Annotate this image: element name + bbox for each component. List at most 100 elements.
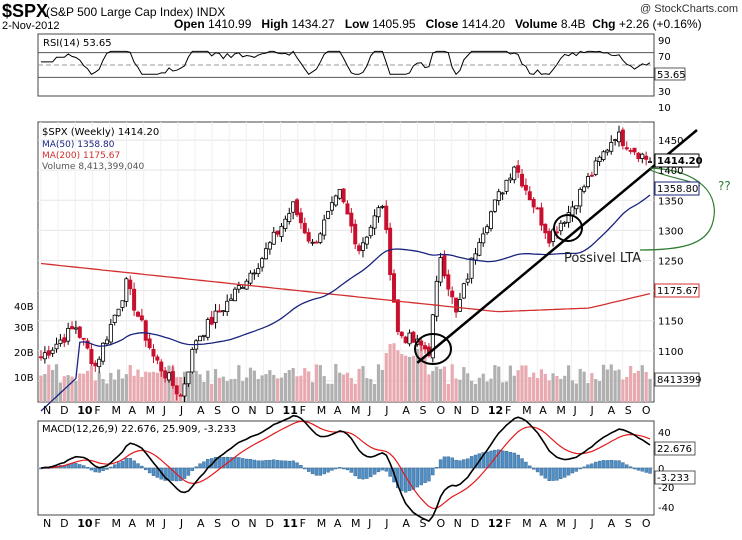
volume-bar: [159, 369, 163, 402]
volume-bar: [477, 377, 481, 402]
volume-bar: [380, 369, 384, 402]
close-tag: 1414.20: [657, 156, 703, 167]
candle-body: [461, 283, 466, 299]
candle-body: [624, 147, 629, 150]
candle-body: [306, 232, 311, 242]
macd-histogram-bar: [516, 454, 520, 469]
candle-body: [508, 177, 513, 181]
candle-body: [104, 339, 109, 345]
volume-bar: [101, 378, 105, 402]
x-axis-label-lower: M: [351, 517, 361, 530]
macd-histogram-bar: [632, 467, 637, 470]
candle-body: [477, 242, 482, 256]
candle-body: [585, 176, 590, 188]
macd-histogram-bar: [504, 450, 509, 469]
candle-body: [547, 230, 552, 244]
macd-histogram-bar: [163, 467, 167, 481]
macd-histogram-bar: [303, 467, 307, 470]
volume-bar: [303, 368, 307, 402]
candle-body: [388, 227, 393, 275]
x-axis-label-lower: M: [111, 517, 121, 530]
x-axis-label-upper: S: [214, 404, 221, 417]
candle-body: [310, 241, 315, 244]
macd-histogram-bar: [330, 467, 334, 471]
x-axis-label-lower: N: [248, 517, 256, 530]
volume-bar: [427, 374, 431, 402]
volume-bar: [163, 376, 167, 402]
candle-body: [174, 385, 179, 395]
volume-bar: [179, 376, 183, 402]
macd-histogram-bar: [345, 467, 350, 471]
macd-histogram-bar: [74, 463, 78, 469]
candle-body: [527, 191, 532, 201]
candle-body: [77, 326, 82, 338]
candle-body: [403, 336, 408, 344]
volume-bar: [508, 365, 512, 402]
macd-histogram-bar: [341, 467, 346, 470]
x-axis-label-lower: J: [590, 517, 594, 530]
volume-bar: [82, 373, 86, 402]
candle-body: [353, 223, 358, 245]
macd-histogram-bar: [609, 460, 613, 469]
volume-bar: [318, 365, 322, 402]
macd-histogram-bar: [625, 464, 629, 469]
macd-histogram-bar: [400, 467, 404, 492]
macd-histogram-bar: [407, 467, 412, 492]
volume-bar: [217, 377, 222, 402]
macd-histogram-bar: [147, 467, 152, 474]
x-axis-label-lower: F: [300, 517, 306, 530]
x-axis-label-upper: M: [522, 404, 532, 417]
volume-bar: [341, 374, 346, 402]
macd-histogram-bar: [531, 467, 536, 470]
volume-bar: [291, 368, 295, 402]
volume-bar: [113, 379, 117, 402]
macd-histogram-bar: [559, 467, 563, 479]
macd-histogram-bar: [318, 467, 323, 476]
candle-body: [496, 191, 501, 202]
x-axis-label-lower: J: [384, 517, 388, 530]
volume-bar: [136, 369, 140, 402]
x-axis-label-upper: 11: [283, 404, 298, 417]
candle-body: [512, 166, 517, 181]
volume-bar: [349, 377, 353, 402]
volume-bar: [248, 367, 253, 402]
candle-body: [531, 199, 536, 208]
macd-value-1: 22.676: [657, 444, 692, 455]
macd-histogram-bar: [272, 459, 276, 469]
brand-label[interactable]: @ StockCharts.com: [640, 3, 738, 15]
volume-bar: [590, 373, 594, 402]
macd-histogram-bar: [322, 467, 326, 475]
candle-body: [628, 150, 633, 152]
volume-bar: [210, 383, 214, 402]
candle-body: [143, 320, 148, 341]
candle-body: [488, 211, 493, 229]
volume-label: Volume: [515, 17, 558, 31]
volume-bar: [601, 364, 606, 402]
volume-bar: [442, 366, 447, 402]
macd-histogram-bar: [524, 461, 528, 469]
volume-bar: [256, 378, 260, 402]
candle-body: [399, 331, 404, 337]
volume-bar: [369, 379, 373, 402]
volume-bar: [528, 377, 532, 402]
candle-body: [411, 331, 416, 343]
candle-body: [89, 349, 94, 365]
candle-body: [108, 324, 113, 343]
macd-histogram-bar: [438, 459, 443, 469]
x-axis-label-upper: M: [146, 404, 156, 417]
volume-legend: Volume 8,413,399,040: [42, 162, 144, 172]
volume-bar: [555, 375, 559, 402]
ma50-tag-box: [654, 181, 700, 196]
volume-bar: [155, 372, 159, 402]
volume-bar: [186, 380, 191, 402]
volume-bar: [520, 365, 524, 402]
candle-body: [236, 285, 241, 290]
x-axis-label-lower: J: [367, 517, 371, 530]
volume-bar: [462, 367, 466, 402]
ma50-tag: 1358.80: [657, 184, 698, 195]
candle-body: [147, 338, 152, 348]
x-axis-label-upper: J: [162, 404, 166, 417]
macd-histogram-bar: [605, 460, 610, 469]
macd-histogram-bar: [384, 467, 388, 472]
